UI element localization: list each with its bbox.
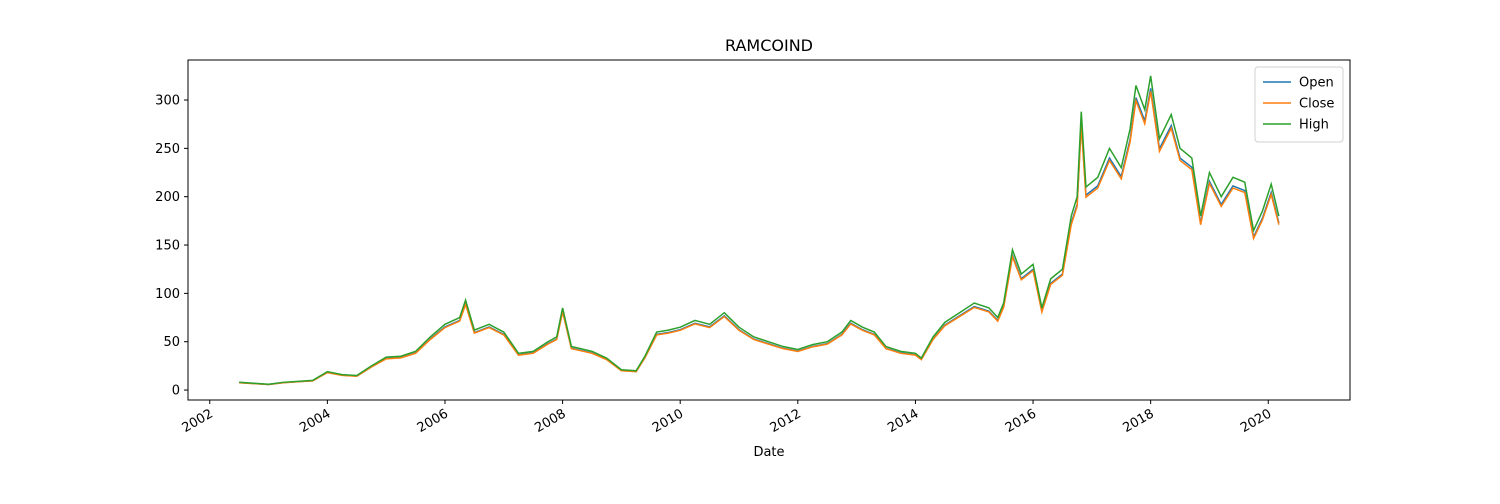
y-tick-label: 150 <box>155 239 180 254</box>
series-line <box>239 91 1280 386</box>
x-tick-label: 2012 <box>768 406 804 436</box>
x-tick-label: 2010 <box>650 406 686 436</box>
legend-label: Close <box>1299 97 1334 112</box>
series-line <box>239 88 1280 386</box>
x-tick-label: 2004 <box>297 406 333 436</box>
series-line <box>239 75 1280 385</box>
x-tick-label: 2020 <box>1238 406 1274 436</box>
x-tick-label: 2014 <box>885 406 921 436</box>
x-tick-label: 2002 <box>180 406 216 436</box>
x-tick-label: 2008 <box>532 406 568 436</box>
y-tick-label: 50 <box>163 335 180 350</box>
plot-frame <box>187 59 1351 401</box>
legend-label: Open <box>1299 76 1334 91</box>
y-tick-label: 200 <box>155 190 180 205</box>
legend-label: High <box>1299 118 1329 133</box>
y-tick-label: 250 <box>155 142 180 157</box>
x-tick-label: 2018 <box>1120 406 1156 436</box>
x-tick-label: 2016 <box>1003 406 1039 436</box>
chart-title: RAMCOIND <box>725 36 813 55</box>
x-tick-label: 2006 <box>415 406 451 436</box>
y-tick-label: 100 <box>155 287 180 302</box>
y-tick-label: 300 <box>155 94 180 109</box>
x-axis-label: Date <box>753 445 784 460</box>
y-tick-label: 0 <box>172 384 180 399</box>
